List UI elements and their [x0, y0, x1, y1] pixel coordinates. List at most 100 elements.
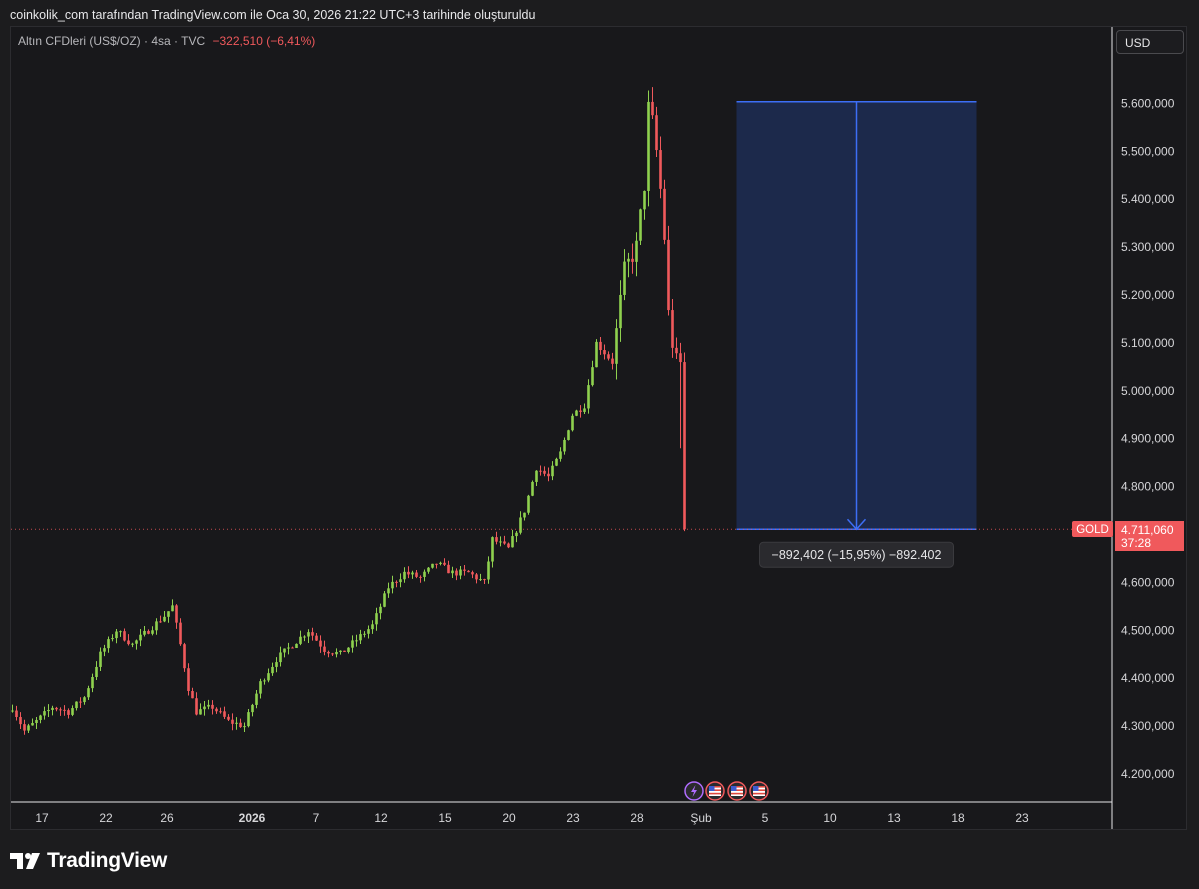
candle	[451, 566, 454, 579]
time-tick-label: 22	[99, 811, 113, 825]
candle-body	[611, 358, 614, 364]
candle	[335, 648, 338, 658]
candle-body	[67, 710, 70, 715]
candle	[423, 569, 426, 582]
candle-body	[355, 640, 358, 642]
time-tick-label: 26	[160, 811, 174, 825]
candle	[507, 542, 510, 549]
price-tick-label: 5.600,000	[1121, 96, 1175, 110]
candle-body	[663, 188, 666, 240]
candle	[563, 437, 566, 455]
candle	[119, 630, 122, 637]
candle-body	[643, 190, 646, 210]
candle	[163, 611, 166, 623]
us-flag-icon[interactable]	[727, 781, 747, 801]
candle	[267, 668, 270, 683]
lightning-icon[interactable]	[684, 781, 704, 801]
candle-body	[515, 532, 518, 537]
candle	[623, 249, 626, 301]
candle	[531, 480, 534, 497]
chart-legend[interactable]: Altın CFDleri (US$/OZ) · 4sa · TVC −322,…	[18, 34, 315, 48]
candle	[367, 625, 370, 639]
candle	[139, 628, 142, 647]
last-price-box	[1115, 521, 1184, 551]
candle-body	[531, 481, 534, 496]
candle	[91, 673, 94, 693]
candle-body	[239, 722, 242, 728]
time-tick-label: 7	[313, 811, 320, 825]
candle	[187, 663, 190, 696]
candle-body	[399, 579, 402, 583]
candle-body	[563, 439, 566, 452]
candle-body	[207, 704, 210, 707]
candle	[207, 699, 210, 710]
candle	[315, 632, 318, 642]
candle-body	[143, 630, 146, 635]
price-axis[interactable]: 4.200,000 4.300,000 4.400,000 4.500,000 4.60…	[1121, 96, 1175, 781]
candle-body	[479, 579, 482, 581]
candle-body	[419, 576, 422, 578]
candle-body	[411, 572, 414, 575]
price-tick-label: 4.800,000	[1121, 480, 1175, 494]
candle	[279, 646, 282, 667]
candle-body	[231, 719, 234, 724]
price-tick-label: 4.400,000	[1121, 671, 1175, 685]
candle-body	[291, 647, 294, 649]
candle-body	[671, 310, 674, 348]
candle	[403, 567, 406, 583]
candle-body	[527, 495, 530, 513]
symbol-info[interactable]: Altın CFDleri (US$/OZ) · 4sa · TVC	[18, 34, 206, 48]
candle	[635, 232, 638, 277]
time-axis[interactable]: 17 22 26 2026 7 12 15 20 23 28 Şub 5 10 13 18 23	[35, 811, 1029, 825]
candle	[647, 90, 650, 207]
measure-tool[interactable]: −892,402 (−15,95%) −892.402	[736, 100, 977, 568]
candle-body	[659, 150, 662, 189]
candle-body	[71, 708, 74, 715]
candle-body	[343, 650, 346, 652]
candle-body	[423, 571, 426, 577]
candle	[583, 403, 586, 415]
candle	[491, 536, 494, 568]
economic-events[interactable]	[684, 781, 769, 801]
candle-body	[251, 704, 254, 713]
candle	[71, 705, 74, 717]
candle	[355, 634, 358, 647]
candle-body	[175, 605, 178, 623]
candle	[595, 339, 598, 368]
time-tick-label: 17	[35, 811, 49, 825]
time-tick-label: 2026	[239, 811, 266, 825]
candle-body	[363, 633, 366, 635]
candle	[651, 87, 654, 119]
candle	[179, 618, 182, 646]
price-chart[interactable]: −892,402 (−15,95%) −892.402 4.200,000 4.3…	[11, 27, 1186, 829]
candle-body	[247, 712, 250, 727]
candle-body	[303, 636, 306, 638]
candle-body	[263, 680, 266, 682]
candle-body	[115, 631, 118, 639]
candle	[407, 566, 410, 579]
candle	[435, 563, 438, 569]
candle	[519, 511, 522, 535]
candle	[347, 647, 350, 654]
candle-body	[543, 470, 546, 474]
candle	[463, 565, 466, 576]
price-change: −322,510 (−6,41%)	[212, 34, 316, 48]
candle	[655, 106, 658, 158]
candle	[303, 635, 306, 642]
candle-body	[287, 647, 290, 649]
candle-body	[103, 648, 106, 652]
currency-button[interactable]: USD	[1116, 30, 1184, 54]
candle-body	[227, 716, 230, 720]
price-tick-label: 4.200,000	[1121, 767, 1175, 781]
candle	[659, 136, 662, 199]
tradingview-logo[interactable]: TradingView	[10, 848, 167, 874]
time-tick-label: 13	[887, 811, 901, 825]
candle-body	[295, 643, 298, 648]
candle-body	[539, 470, 542, 472]
candle	[47, 704, 50, 717]
chart-panel[interactable]: −892,402 (−15,95%) −892.402 4.200,000 4.3…	[10, 26, 1187, 830]
candle	[291, 646, 294, 649]
candle-body	[99, 651, 102, 667]
us-flag-icon[interactable]	[749, 781, 769, 801]
us-flag-icon[interactable]	[705, 781, 725, 801]
